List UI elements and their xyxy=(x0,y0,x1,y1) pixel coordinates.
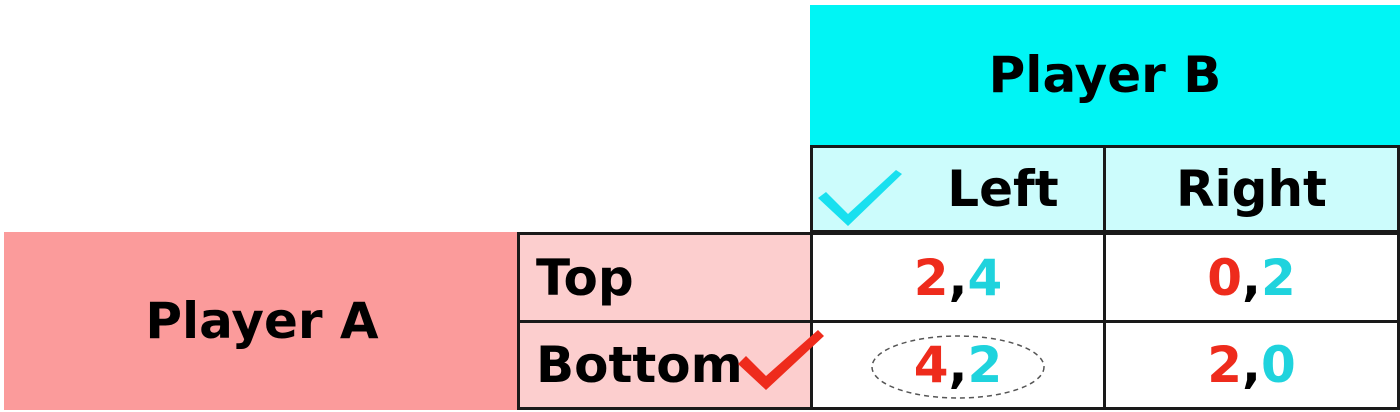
row-label-bottom: Bottom xyxy=(536,336,743,394)
payoff-separator: , xyxy=(1242,336,1261,394)
row-header-bottom: Bottom xyxy=(517,320,813,410)
payoff-cell-bottom-left: 4,2 xyxy=(810,320,1106,410)
payoff-separator: , xyxy=(948,248,968,307)
payoff-cell-top-right: 0,2 xyxy=(1103,232,1400,323)
payoff-a-value: 2 xyxy=(913,248,949,307)
payoff-cell-top-left: 2,4 xyxy=(810,232,1106,323)
player-b-label: Player B xyxy=(988,46,1222,104)
payoff-b-value: 0 xyxy=(1261,336,1296,394)
payoff-separator: , xyxy=(948,336,968,394)
payoff-b-value: 2 xyxy=(967,336,1003,394)
payoff-a-value: 0 xyxy=(1207,248,1242,307)
row-header-top: Top xyxy=(517,232,813,323)
player-a-block: Player A xyxy=(4,232,520,410)
payoff-b-value: 2 xyxy=(1261,248,1296,307)
player-a-label: Player A xyxy=(145,292,379,350)
payoff-a-value: 2 xyxy=(1207,336,1242,394)
payoff-b-value: 4 xyxy=(967,248,1003,307)
column-label-right: Right xyxy=(1176,160,1327,218)
column-header-left: Left xyxy=(810,145,1106,233)
payoff-a-value: 4 xyxy=(913,336,949,394)
player-b-header: Player B xyxy=(810,5,1400,145)
payoff-separator: , xyxy=(1242,248,1261,307)
row-label-top: Top xyxy=(536,248,634,307)
column-label-left: Left xyxy=(947,160,1059,218)
check-icon xyxy=(818,170,902,226)
column-header-right: Right xyxy=(1103,145,1400,233)
check-icon xyxy=(738,330,824,390)
payoff-cell-bottom-right: 2,0 xyxy=(1103,320,1400,410)
equilibrium-ellipse xyxy=(871,335,1045,399)
